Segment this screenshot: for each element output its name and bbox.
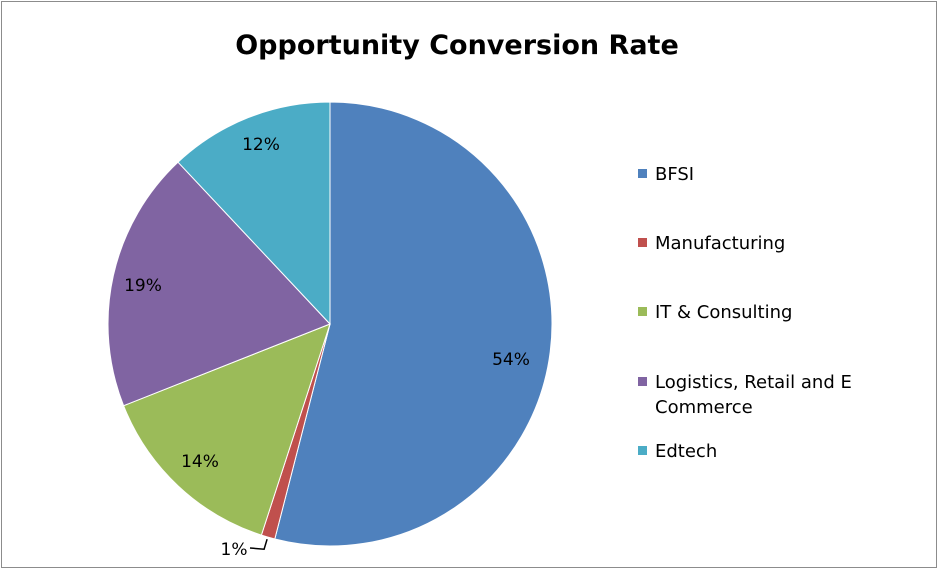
legend-item-edtech: Edtech bbox=[638, 439, 885, 464]
legend-item-it-consulting: IT & Consulting bbox=[638, 300, 885, 325]
leader-line-manufacturing bbox=[249, 538, 268, 550]
pie-slice-it-consulting bbox=[122, 323, 331, 536]
legend-label-manufacturing: Manufacturing bbox=[655, 233, 786, 254]
legend-swatch-bfsi bbox=[638, 169, 647, 178]
legend-swatch-logistics-retail-and-e-commerce bbox=[638, 377, 647, 386]
data-label-bfsi: 54% bbox=[492, 350, 530, 370]
data-label-logistics-retail-and-e-commerce: 19% bbox=[124, 276, 162, 296]
pie-slice-logistics-retail-and-e-commerce bbox=[107, 161, 331, 407]
legend-label-edtech: Edtech bbox=[655, 441, 718, 462]
data-label-it-consulting: 14% bbox=[181, 452, 219, 472]
legend-label-bfsi: BFSI bbox=[655, 164, 695, 185]
pie-slice-bfsi bbox=[274, 101, 553, 547]
legend-label-logistics-retail-and-e-commerce: Logistics, Retail and E Commerce bbox=[655, 372, 852, 418]
legend-swatch-manufacturing bbox=[638, 238, 647, 247]
legend-swatch-edtech bbox=[638, 446, 647, 455]
legend-item-bfsi: BFSI bbox=[638, 162, 885, 187]
legend-label-it-consulting: IT & Consulting bbox=[655, 302, 793, 323]
data-label-edtech: 12% bbox=[242, 135, 280, 155]
legend-item-manufacturing: Manufacturing bbox=[638, 231, 885, 256]
pie-slice-edtech bbox=[177, 101, 331, 326]
chart-title: Opportunity Conversion Rate bbox=[235, 30, 679, 61]
legend-swatch-it-consulting bbox=[638, 307, 647, 316]
legend-item-logistics-retail-and-e-commerce: Logistics, Retail and E Commerce bbox=[638, 370, 885, 420]
data-label-manufacturing: 1% bbox=[221, 540, 248, 560]
